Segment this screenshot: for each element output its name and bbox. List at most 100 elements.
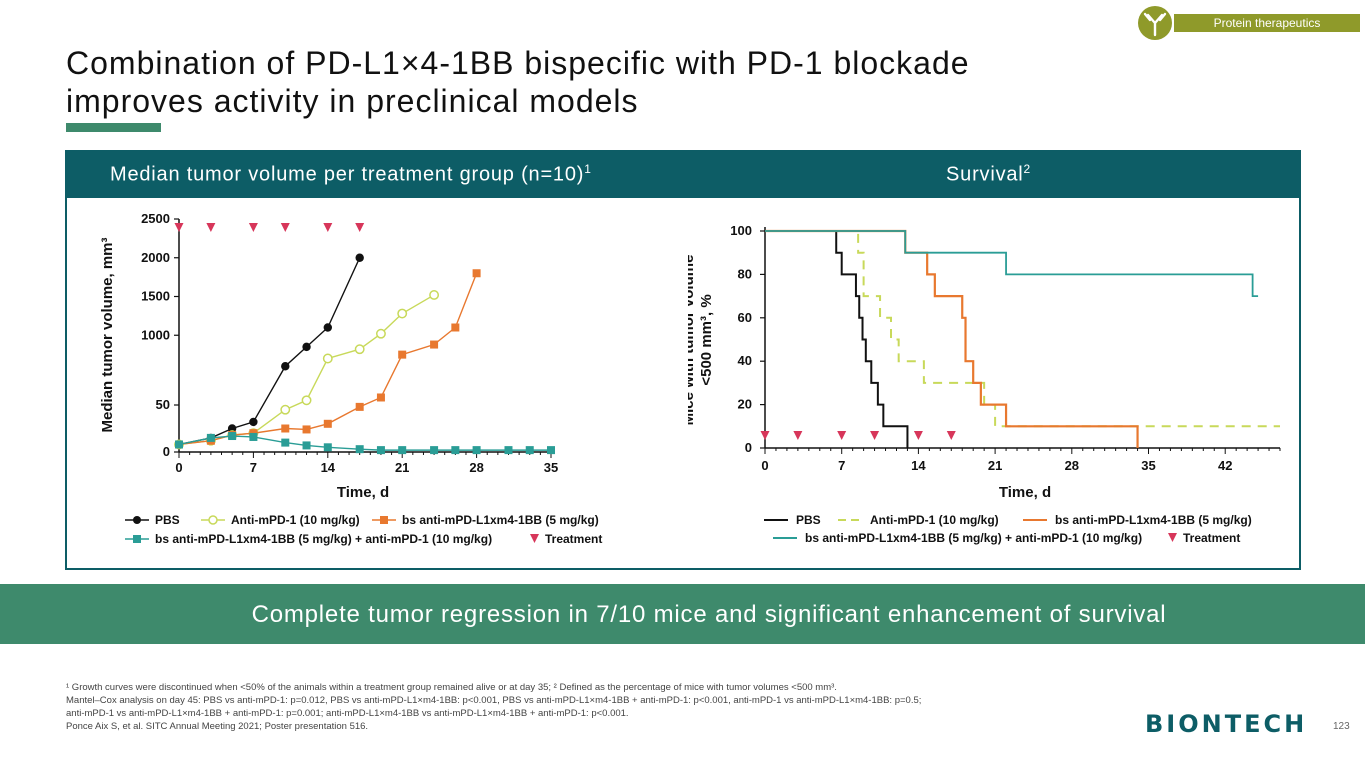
right-panel-title: Survival2 [946,162,1032,186]
treatment-marker [793,431,803,440]
legend-label: Anti-mPD-1 (10 mg/kg) [870,513,999,527]
treatment-marker [760,431,770,440]
treatment-marker [913,431,923,440]
conclusion-text: Complete tumor regression in 7/10 mice a… [251,601,1167,628]
data-point-combo [504,446,513,455]
data-point-combo [430,446,439,455]
biontech-logo: BIONTECH [1145,710,1308,738]
data-point-bs [398,350,407,359]
x-axis-label: Time, d [337,484,389,501]
x-axis-label: Time, d [999,484,1051,501]
x-tick-label: 35 [1141,458,1155,473]
treatment-marker [870,431,880,440]
legend-marker [208,515,218,525]
data-point-anti-pd1 [301,395,312,406]
x-tick-label: 7 [250,460,257,475]
x-tick-label: 0 [175,460,182,475]
data-point-anti-pd1 [280,404,291,415]
series-line-0 [178,257,361,446]
y-tick-label: 80 [738,266,752,281]
data-point-combo [398,446,407,455]
series-line-1 [178,294,435,446]
data-point-combo [376,446,385,455]
category-label: Protein therapeutics [1174,14,1360,32]
survival-series [765,229,1280,448]
conclusion-banner [0,584,1365,644]
y-tick-label: 0 [745,440,752,455]
y-tick-label: 0 [163,444,170,459]
legend-label: PBS [796,513,821,527]
page-title: Combination of PD-L1×4-1BB bispecific wi… [66,44,1066,120]
legend-treatment-marker [1168,533,1177,542]
footnote-4: Ponce Aix S, et al. SITC Annual Meeting … [66,721,369,732]
treatment-marker [248,223,258,232]
x-tick-label: 7 [838,458,845,473]
legend-label: bs anti-mPD-L1xm4-1BB (5 mg/kg) + anti-m… [805,531,1142,545]
y-axis-label-line-1: Mice with tumor volume [688,255,697,426]
x-tick-label: 28 [1065,458,1079,473]
y-tick-label: 50 [156,397,170,412]
data-point-anti-pd1 [354,344,365,355]
treatment-marker [323,223,333,232]
tumor-volume-chart: 0 50 1000 1500 2000 2500 0 7 14 21 28 35 Median tum… [99,211,602,546]
antibody-icon [1138,6,1172,40]
footnote-2: Mantel–Cox analysis on day 45: PBS vs an… [66,695,922,706]
data-point-bs [376,393,385,402]
y-axis-label-line-2: <500 mm³, % [698,294,715,385]
data-point-combo [249,432,258,441]
y-tick-label: 2000 [141,250,170,265]
y-axis-label: Median tumor volume, mm³ [99,237,116,432]
data-point-combo [472,446,481,455]
tumor-volume-legend: PBS Anti-mPD-1 (10 mg/kg) bs anti-mPD-L1xm… [125,513,602,546]
tumor-volume-series [174,253,555,455]
treatment-marker [837,431,847,440]
x-tick-label: 14 [911,458,926,473]
data-point-bs [451,323,460,332]
legend-marker [133,516,141,524]
treatment-marker [946,431,956,440]
survival-treatment-markers [760,431,956,440]
y-tick-label: 20 [738,397,752,412]
data-point-combo [228,432,237,441]
x-tick-label: 42 [1218,458,1232,473]
y-tick-label: 60 [738,310,752,325]
page-number: 123 [1333,721,1350,732]
data-point-pbs [281,362,290,371]
data-point-pbs [302,342,311,352]
y-tick-label: 40 [738,353,752,368]
treatment-marker [280,223,290,232]
legend-label: bs anti-mPD-L1xm4-1BB (5 mg/kg) [402,513,599,527]
x-tick-label: 21 [988,458,1002,473]
treatment-marker [355,223,365,232]
data-point-combo [525,446,534,455]
title-underline [66,123,161,132]
title-line-1: Combination of PD-L1×4-1BB bispecific wi… [66,45,970,81]
footnote-3: anti-mPD-1 vs anti-mPD-L1×m4-1BB + anti-… [66,708,629,719]
data-point-combo [281,438,290,447]
data-point-pbs [355,253,364,262]
survival-axes: 0 20 40 60 80 100 0 7 14 21 28 35 42 [730,223,1281,473]
legend-treatment-marker [530,534,539,543]
data-point-combo [302,441,311,450]
survival-curve-2 [765,229,1139,448]
panel-header [65,150,1301,198]
data-point-pbs [249,417,258,427]
y-tick-label: 2500 [141,211,170,226]
treatment-marker [206,223,216,232]
legend-label: Anti-mPD-1 (10 mg/kg) [231,513,360,527]
tumor-volume-axes: 0 50 1000 1500 2000 2500 0 7 14 21 28 35 [141,211,558,475]
y-tick-label: 100 [730,223,752,238]
survival-legend: PBS Anti-mPD-1 (10 mg/kg) bs anti-mPD-L1xm… [764,513,1252,545]
legend-marker [380,516,388,524]
legend-label: PBS [155,513,180,527]
data-point-combo [323,443,332,452]
survival-curve-3 [765,230,1259,297]
data-point-anti-pd1 [397,308,408,319]
legend-label: bs anti-mPD-L1xm4-1BB (5 mg/kg) + anti-m… [155,532,492,546]
survival-curve-0 [765,230,909,448]
data-point-pbs [323,323,332,332]
left-panel-title: Median tumor volume per treatment group … [110,162,592,186]
category-badge: Protein therapeutics [1138,6,1360,40]
legend-label: Treatment [545,532,602,546]
data-point-combo [175,440,183,449]
